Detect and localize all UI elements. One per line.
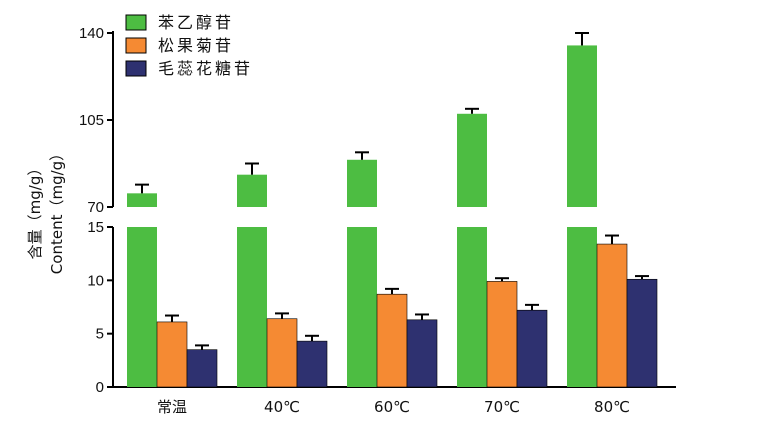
- bar: [567, 227, 597, 387]
- bar: [457, 227, 487, 387]
- y-tick-label-lower: 5: [96, 326, 104, 343]
- y-tick-label-upper: 70: [87, 199, 104, 216]
- legend-swatch: [126, 15, 146, 30]
- bar: [187, 350, 217, 387]
- bar: [157, 322, 187, 387]
- bar: [627, 279, 657, 387]
- y-axis-label-en: Content（mg/g）: [48, 146, 66, 274]
- bar: [237, 227, 267, 387]
- y-tick-label-lower: 0: [96, 379, 104, 396]
- y-tick-label-upper: 105: [79, 112, 104, 129]
- legend-swatch: [126, 61, 146, 76]
- y-tick-label-lower: 15: [87, 219, 104, 236]
- bar: [267, 319, 297, 387]
- x-tick-label: 80℃: [594, 398, 630, 416]
- bar: [127, 227, 157, 387]
- bar: [597, 244, 627, 387]
- legend-label: 松果菊苷: [158, 36, 234, 55]
- bar-upper: [457, 114, 487, 207]
- legend-swatch: [126, 38, 146, 53]
- bar-upper: [127, 193, 157, 207]
- bar: [297, 341, 327, 387]
- y-axis-label-cn: 含量（mg/g）: [26, 161, 44, 260]
- x-tick-label: 60℃: [374, 398, 410, 416]
- bar: [517, 310, 547, 387]
- y-tick-label-upper: 140: [79, 25, 104, 42]
- legend-label: 苯乙醇苷: [158, 13, 234, 32]
- bar: [407, 320, 437, 387]
- y-tick-label-lower: 10: [87, 272, 104, 289]
- x-tick-label: 常温: [157, 398, 187, 416]
- bar-upper: [347, 160, 377, 207]
- x-tick-label: 70℃: [484, 398, 520, 416]
- bar: [347, 227, 377, 387]
- x-tick-label: 40℃: [264, 398, 300, 416]
- legend-label: 毛蕊花糖苷: [158, 59, 253, 78]
- bar-upper: [237, 175, 267, 207]
- bar: [487, 281, 517, 387]
- bar-upper: [567, 45, 597, 207]
- bars: [127, 33, 657, 387]
- bar: [377, 294, 407, 387]
